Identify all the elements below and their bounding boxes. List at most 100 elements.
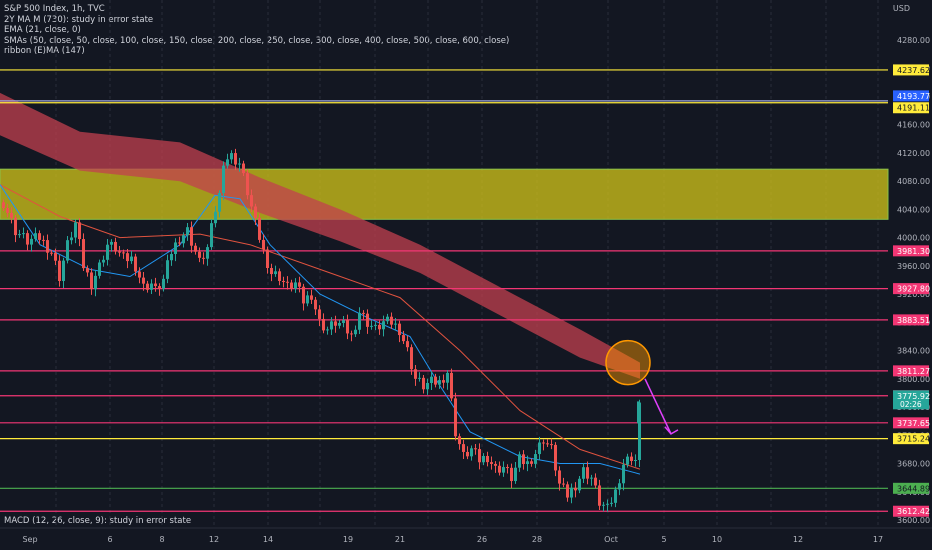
- candle: [334, 321, 337, 326]
- candle: [522, 454, 525, 465]
- level-label-box: [893, 433, 929, 445]
- level-label-box: [893, 102, 929, 114]
- candle: [502, 467, 505, 473]
- y-tick-label: 4160.00: [897, 121, 930, 130]
- y-tick-label: 4080.00: [897, 177, 930, 186]
- macd-label[interactable]: MACD (12, 26, close, 9): study in error …: [4, 516, 192, 526]
- y-tick-label: 3800.00: [897, 375, 930, 384]
- candle: [574, 487, 577, 491]
- y-tick-label: 3840.00: [897, 347, 930, 356]
- level-label: 3737.65: [897, 419, 930, 428]
- ema-line: [0, 184, 641, 475]
- candle: [370, 325, 373, 327]
- candle: [278, 271, 281, 281]
- legend-item[interactable]: 2Y MA M (730): study in error state: [4, 14, 154, 25]
- legend-item[interactable]: ribbon (E)MA (147): [4, 46, 85, 57]
- x-tick-label: 26: [477, 535, 487, 544]
- x-tick-label: 12: [209, 535, 219, 544]
- candle: [46, 240, 49, 253]
- candle: [218, 193, 221, 212]
- legend-item[interactable]: EMA (21, close, 0): [4, 25, 81, 36]
- candle: [230, 153, 233, 160]
- y-tick-label: 3920.00: [897, 290, 930, 299]
- candle: [166, 260, 169, 279]
- y-tick-label: 4280.00: [897, 36, 930, 45]
- candle: [474, 448, 477, 450]
- candle: [246, 173, 249, 196]
- level-label: 3644.89: [897, 484, 930, 493]
- candle: [410, 347, 413, 370]
- candle: [54, 252, 57, 261]
- candle: [414, 369, 417, 379]
- candle: [446, 372, 449, 383]
- candle: [142, 277, 145, 284]
- candle: [38, 233, 41, 240]
- x-tick-label: Oct: [604, 535, 618, 544]
- candle: [490, 462, 493, 464]
- candle: [146, 283, 149, 290]
- x-tick-label: 5: [661, 535, 666, 544]
- level-label-box: [893, 505, 929, 517]
- x-tick-label: Sep: [22, 535, 37, 544]
- chart-title[interactable]: S&P 500 Index, 1h, TVC: [4, 4, 105, 14]
- chart-legend: S&P 500 Index, 1h, TVC 2Y MA M (730): st…: [4, 4, 509, 57]
- candle: [550, 444, 553, 446]
- x-tick-label: 12: [793, 535, 803, 544]
- candle: [594, 477, 597, 486]
- candle: [198, 251, 201, 258]
- candle: [458, 436, 461, 445]
- candle: [126, 253, 129, 262]
- candle: [470, 448, 473, 457]
- currency-label: USD: [892, 4, 910, 13]
- candle: [118, 251, 121, 253]
- level-label: 4193.77: [897, 92, 930, 101]
- candle: [154, 283, 157, 287]
- candle: [150, 283, 153, 290]
- candle: [562, 483, 565, 485]
- candle: [214, 211, 217, 224]
- candle: [170, 254, 173, 261]
- candle: [342, 320, 345, 323]
- x-tick-label: 17: [873, 535, 883, 544]
- candle: [122, 252, 125, 254]
- candle: [346, 320, 349, 334]
- candle: [114, 241, 117, 252]
- candle: [442, 380, 445, 383]
- sma-line: [0, 184, 641, 470]
- candle: [610, 502, 613, 504]
- candle: [582, 467, 585, 479]
- level-label-box: [893, 417, 929, 429]
- candle: [566, 484, 569, 498]
- candle: [330, 321, 333, 330]
- candle: [182, 235, 185, 244]
- y-tick-label: 4120.00: [897, 149, 930, 158]
- candle: [630, 456, 633, 461]
- candle: [374, 324, 377, 326]
- level-label-box: [893, 245, 929, 257]
- candle: [618, 483, 621, 490]
- candle: [306, 295, 309, 304]
- candle: [270, 268, 273, 275]
- candle: [406, 341, 409, 348]
- candle: [242, 163, 245, 174]
- legend-item[interactable]: SMAs (50, close, 50, close, 100, close, …: [4, 35, 510, 46]
- y-tick-label: 3680.00: [897, 460, 930, 469]
- candle: [394, 323, 397, 325]
- candle: [478, 449, 481, 463]
- candle: [190, 227, 193, 246]
- candle: [78, 222, 81, 240]
- candle: [234, 153, 237, 165]
- candle: [266, 249, 269, 268]
- candle: [382, 321, 385, 330]
- level-label-box: [893, 365, 929, 377]
- candle: [486, 455, 489, 463]
- level-label: 3927.80: [897, 285, 930, 294]
- y-tick-label: 3960.00: [897, 262, 930, 271]
- candle: [518, 454, 521, 468]
- candle: [298, 282, 301, 287]
- candle: [82, 239, 85, 269]
- candle: [430, 376, 433, 383]
- level-label: 4237.62: [897, 66, 930, 75]
- candle: [6, 208, 9, 213]
